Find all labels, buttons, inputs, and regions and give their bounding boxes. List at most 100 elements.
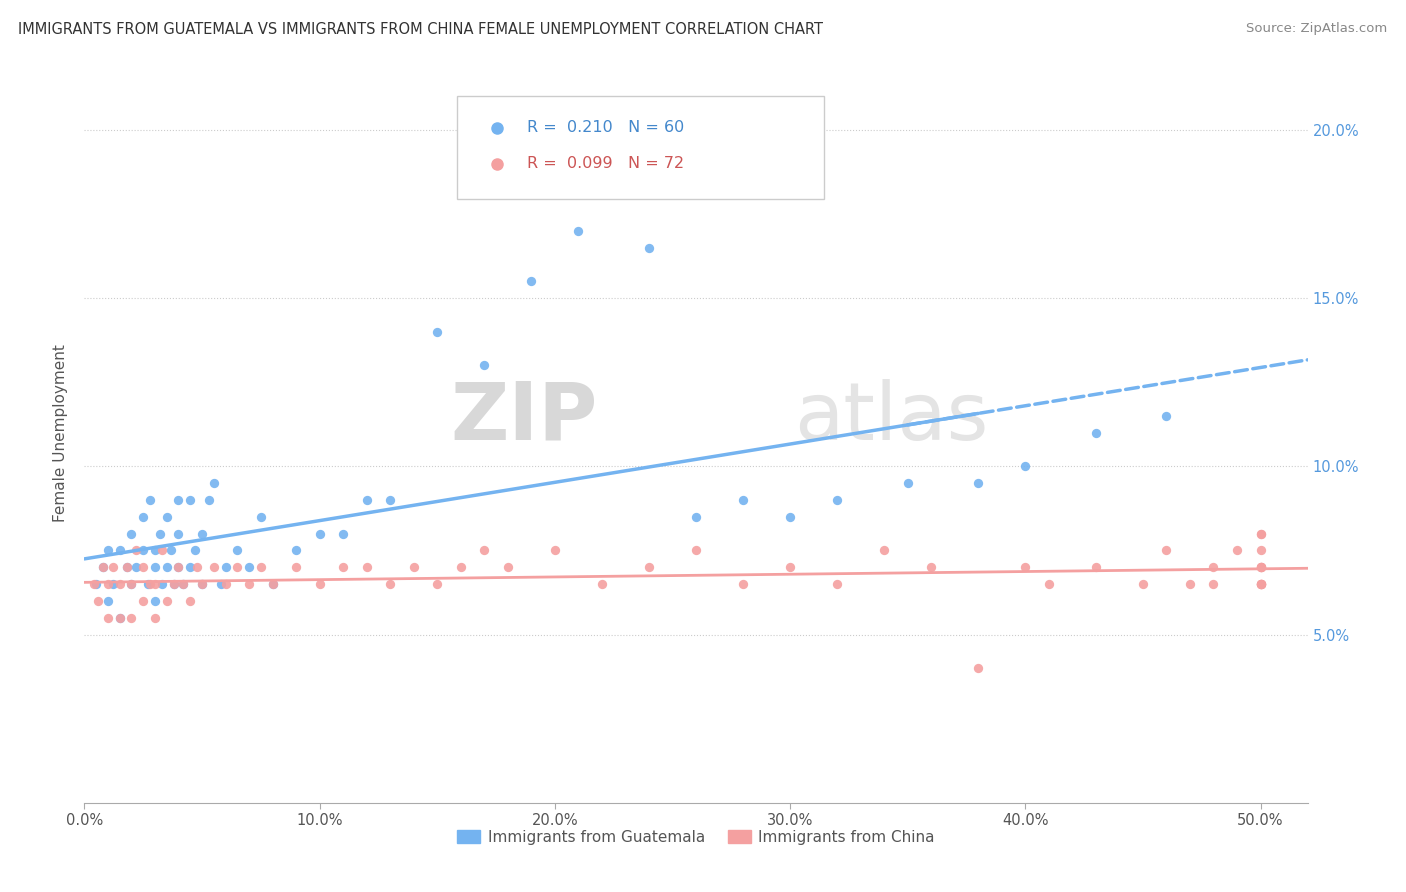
Point	[179, 594, 201, 608]
Point	[214, 560, 236, 574]
Point	[1202, 560, 1225, 574]
Point	[779, 509, 801, 524]
Point	[332, 560, 354, 574]
Point	[108, 610, 131, 624]
Point	[97, 577, 120, 591]
Point	[214, 577, 236, 591]
Point	[1250, 577, 1272, 591]
Point	[156, 560, 179, 574]
Point	[731, 492, 754, 507]
Point	[332, 526, 354, 541]
Point	[1132, 577, 1154, 591]
Point	[120, 577, 142, 591]
Point	[108, 610, 131, 624]
Point	[1250, 577, 1272, 591]
Point	[285, 543, 308, 558]
Point	[731, 577, 754, 591]
Point	[143, 560, 166, 574]
Point	[167, 560, 190, 574]
Point	[143, 543, 166, 558]
Point	[356, 492, 378, 507]
Point	[308, 526, 330, 541]
Point	[238, 560, 260, 574]
Point	[120, 526, 142, 541]
Point	[638, 560, 661, 574]
Point	[97, 594, 120, 608]
Point	[450, 560, 472, 574]
Point	[1178, 577, 1201, 591]
Point	[163, 577, 186, 591]
Point	[172, 577, 194, 591]
Point	[226, 543, 249, 558]
Point	[402, 560, 425, 574]
Point	[825, 577, 848, 591]
Point	[108, 577, 131, 591]
Point	[1014, 459, 1036, 474]
Point	[186, 560, 208, 574]
Point	[825, 492, 848, 507]
Point	[84, 577, 107, 591]
Point	[191, 577, 214, 591]
Point	[120, 577, 142, 591]
Point	[125, 543, 148, 558]
Point	[1038, 577, 1060, 591]
Point	[139, 577, 162, 591]
Text: ZIP: ZIP	[451, 379, 598, 457]
Point	[101, 560, 124, 574]
Point	[1250, 543, 1272, 558]
Point	[150, 543, 173, 558]
Point	[1250, 577, 1272, 591]
Point	[238, 577, 260, 591]
Point	[198, 492, 221, 507]
Point	[139, 492, 162, 507]
Point	[1250, 526, 1272, 541]
Point	[249, 509, 271, 524]
Point	[167, 560, 190, 574]
Point	[1250, 560, 1272, 574]
Point	[249, 560, 271, 574]
Point	[897, 476, 920, 491]
Point	[226, 560, 249, 574]
Point	[191, 526, 214, 541]
Point	[150, 577, 173, 591]
Point	[967, 661, 990, 675]
Point	[1250, 526, 1272, 541]
Point	[1084, 425, 1107, 440]
Point	[108, 543, 131, 558]
Point	[101, 577, 124, 591]
Text: atlas: atlas	[794, 379, 988, 457]
Point	[132, 560, 155, 574]
Point	[115, 560, 138, 574]
Point	[209, 577, 232, 591]
Text: Source: ZipAtlas.com: Source: ZipAtlas.com	[1247, 22, 1388, 36]
Point	[779, 560, 801, 574]
Point	[1202, 577, 1225, 591]
Point	[1250, 560, 1272, 574]
Point	[380, 577, 402, 591]
Point	[136, 577, 159, 591]
Point	[184, 543, 207, 558]
Point	[1250, 560, 1272, 574]
Point	[262, 577, 284, 591]
Text: R =  0.210   N = 60: R = 0.210 N = 60	[527, 120, 685, 135]
Point	[520, 274, 543, 288]
Point	[567, 224, 589, 238]
Point	[202, 560, 225, 574]
Point	[685, 509, 707, 524]
Point	[1226, 543, 1249, 558]
Legend: Immigrants from Guatemala, Immigrants from China: Immigrants from Guatemala, Immigrants fr…	[451, 823, 941, 851]
Text: R =  0.099   N = 72: R = 0.099 N = 72	[527, 156, 685, 171]
Point	[120, 610, 142, 624]
Point	[143, 594, 166, 608]
Point	[149, 526, 172, 541]
Point	[202, 476, 225, 491]
Point	[544, 543, 567, 558]
Point	[1250, 577, 1272, 591]
Point	[472, 543, 495, 558]
Point	[426, 325, 449, 339]
Point	[91, 560, 114, 574]
Point	[163, 577, 186, 591]
Point	[87, 594, 110, 608]
Point	[1084, 560, 1107, 574]
Point	[160, 543, 183, 558]
